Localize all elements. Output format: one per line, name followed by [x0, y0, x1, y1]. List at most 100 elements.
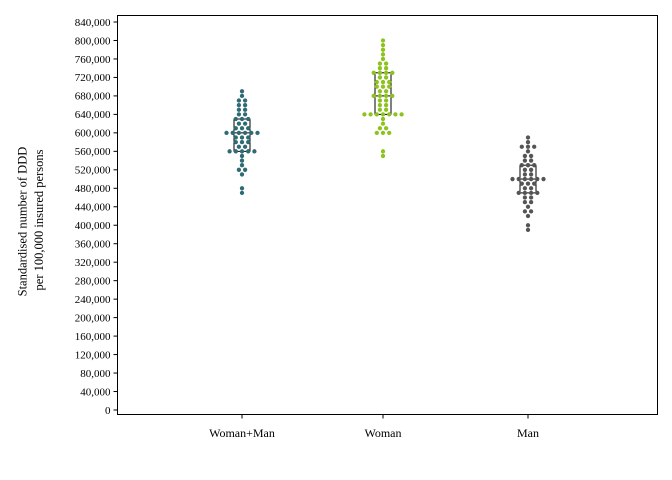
data-point — [383, 75, 389, 80]
data-point — [239, 89, 245, 94]
data-point — [242, 98, 248, 103]
data-point — [390, 93, 395, 99]
data-point — [387, 130, 392, 136]
data-point — [242, 130, 248, 136]
data-point — [246, 116, 251, 122]
data-point — [525, 135, 531, 140]
data-point — [239, 139, 245, 145]
data-point — [239, 172, 245, 177]
data-point — [377, 61, 383, 66]
x-axis: Woman+Man Woman Man — [209, 414, 539, 440]
y-tick-label: 720,000 — [75, 72, 111, 84]
data-point — [236, 121, 242, 126]
data-point — [236, 102, 242, 108]
y-tick-label: 120,000 — [75, 349, 111, 361]
data-point — [233, 116, 238, 122]
data-point — [239, 135, 245, 140]
x-category-label: Woman — [364, 426, 401, 440]
data-point — [239, 186, 245, 191]
y-tick-label: 160,000 — [75, 331, 111, 343]
data-point — [377, 75, 383, 80]
data-point — [233, 126, 238, 131]
data-series — [224, 38, 546, 233]
data-point — [380, 149, 386, 154]
data-point — [541, 176, 546, 182]
series-group — [510, 135, 546, 233]
data-point — [242, 107, 248, 112]
y-tick-label: 440,000 — [75, 202, 111, 214]
data-point — [380, 130, 386, 136]
data-point — [362, 112, 367, 117]
data-point — [510, 176, 515, 182]
data-point — [377, 93, 383, 99]
data-point — [377, 102, 383, 108]
data-point — [236, 98, 242, 103]
data-point — [239, 153, 245, 159]
data-point — [390, 70, 395, 75]
y-tick-label: 280,000 — [75, 275, 111, 287]
data-point — [383, 70, 389, 75]
data-point — [522, 209, 528, 214]
y-tick-label: 40,000 — [80, 386, 111, 398]
data-point — [535, 190, 540, 196]
data-point — [525, 223, 531, 228]
data-point — [368, 112, 373, 117]
data-point — [380, 47, 386, 52]
data-point — [383, 102, 389, 108]
data-point — [383, 98, 389, 103]
data-point — [525, 144, 531, 149]
box — [233, 118, 251, 152]
data-point — [380, 38, 386, 43]
data-point — [239, 190, 245, 196]
data-point — [242, 167, 248, 172]
data-point — [525, 163, 531, 168]
data-point — [522, 167, 528, 172]
data-point — [246, 126, 251, 131]
data-point — [380, 52, 386, 57]
data-point — [380, 153, 386, 159]
data-point — [532, 181, 537, 186]
series-group — [362, 38, 404, 159]
data-point — [377, 70, 383, 75]
data-point — [246, 135, 251, 140]
data-point — [380, 121, 386, 126]
data-point — [383, 93, 389, 99]
data-point — [528, 190, 534, 196]
data-point — [236, 144, 242, 149]
data-point — [528, 172, 534, 177]
y-axis-title-line-2: per 100,000 insured persons — [32, 149, 46, 290]
box — [374, 72, 392, 115]
y-tick-label: 240,000 — [75, 294, 111, 306]
y-axis-title: Standardised number of DDD per 100,000 i… — [16, 144, 46, 297]
data-point — [246, 149, 251, 154]
data-point — [528, 199, 534, 205]
data-point — [224, 130, 229, 136]
data-point — [249, 130, 254, 136]
data-point — [532, 144, 537, 149]
y-tick-label: 80,000 — [80, 368, 111, 380]
data-point — [516, 176, 521, 182]
data-point — [374, 112, 379, 117]
data-point — [242, 102, 248, 108]
y-axis-title-line-1: Standardised number of DDD — [16, 147, 30, 297]
data-point — [239, 163, 245, 168]
y-axis: 0 40,000 80,000 120,000 160,000 200,000 240,00… — [75, 17, 118, 417]
data-point — [522, 172, 528, 177]
data-point — [239, 158, 245, 163]
data-point — [380, 112, 386, 117]
data-point — [387, 84, 392, 89]
series-group — [224, 89, 260, 196]
data-point — [377, 126, 383, 131]
y-tick-label: 0 — [105, 405, 111, 417]
data-point — [380, 79, 386, 85]
data-point — [371, 70, 376, 75]
y-tick-label: 520,000 — [75, 165, 111, 177]
data-point — [377, 107, 383, 112]
y-tick-label: 560,000 — [75, 146, 111, 158]
data-point — [528, 176, 534, 182]
y-tick-label: 760,000 — [75, 54, 111, 66]
data-point — [399, 112, 404, 117]
data-point — [522, 186, 528, 191]
